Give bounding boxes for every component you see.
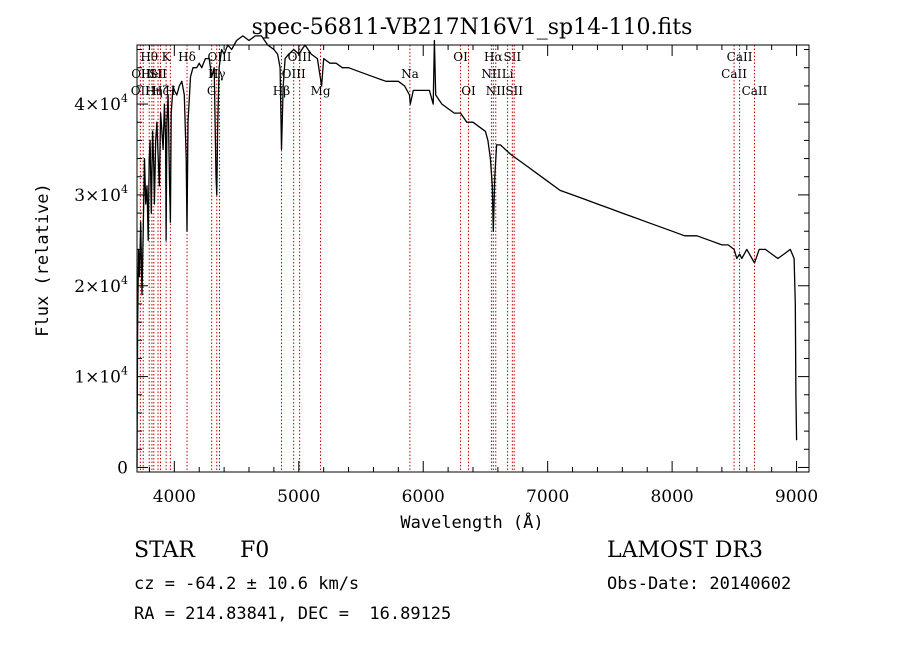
y-axis-label: Flux (relative) — [33, 183, 53, 337]
line-marker-label-9: Hδ — [178, 50, 196, 64]
line-marker-label-16: Mg — [311, 84, 331, 98]
x-tick-label-7000: 7000 — [526, 487, 569, 507]
ra-dec-coordinates: RA = 214.83841, DEC = 16.89125 — [134, 604, 452, 624]
line-marker-label-23: Li — [502, 67, 514, 81]
spectrum-line — [136, 35, 798, 468]
line-marker-label-5: SII — [149, 67, 167, 81]
line-marker-label-22: NII — [486, 84, 506, 98]
line-marker-label-24: SII — [503, 50, 521, 64]
line-marker-label-19: OI — [461, 84, 476, 98]
x-tick-label-5000: 5000 — [277, 487, 320, 507]
observation-date: Obs-Date: 20140602 — [607, 574, 792, 594]
x-axis-label: Wavelength (Å) — [400, 511, 543, 533]
x-tick-label-8000: 8000 — [650, 487, 693, 507]
line-marker-label-26: CaII — [721, 67, 747, 81]
x-tick-label-9000: 9000 — [775, 487, 818, 507]
y-tick-label-0: 0 — [117, 458, 128, 478]
spectrum-chart: spec-56811-VB217N16V1_sp14-110.fits OII O… — [33, 15, 818, 533]
object-subclass: F0 — [240, 538, 270, 563]
line-marker-label-15: OIII — [288, 50, 312, 64]
object-class: STAR — [134, 538, 195, 563]
line-marker-label-10: G — [207, 84, 217, 98]
line-marker-label-21: Hα — [484, 50, 503, 64]
spectrum-series — [136, 35, 798, 468]
y-tick-label-20000: 2×104 — [74, 274, 128, 297]
redshift-velocity: cz = -64.2 ± 10.6 km/s — [134, 574, 360, 594]
line-marker-label-7: K — [162, 50, 172, 64]
y-tick-label-40000: 4×104 — [74, 92, 128, 115]
spectral-line-markers: OIIOIIIHθHeIHηSIIHζKHHδGHγOIIIHβOIIIOIII… — [131, 45, 768, 472]
line-marker-label-14: OIII — [282, 67, 306, 81]
line-marker-label-25: SII — [505, 84, 523, 98]
line-marker-label-13: Hβ — [273, 84, 290, 98]
x-tick-label-6000: 6000 — [402, 487, 445, 507]
plot-frame — [136, 44, 810, 473]
line-marker-label-27: CaII — [727, 50, 753, 64]
line-marker-label-6: Hζ — [152, 84, 169, 98]
line-marker-label-18: OI — [453, 50, 468, 64]
line-marker-label-28: CaII — [742, 84, 768, 98]
y-tick-label-10000: 1×104 — [74, 365, 128, 388]
line-marker-label-0: OII — [131, 84, 151, 98]
survey-name: LAMOST DR3 — [607, 538, 763, 563]
y-tick-label-30000: 3×104 — [74, 183, 128, 206]
line-marker-label-11: Hγ — [208, 67, 226, 81]
line-marker-label-17: Na — [401, 67, 419, 81]
plot-axes: 4000 5000 6000 7000 8000 9000 0 1×104 2×104 3×104… — [74, 44, 818, 507]
line-marker-label-2: Hθ — [140, 50, 158, 64]
chart-title: spec-56811-VB217N16V1_sp14-110.fits — [252, 15, 693, 40]
line-marker-label-12: OIII — [207, 50, 231, 64]
line-marker-label-20: NII — [481, 67, 501, 81]
x-tick-label-4000: 4000 — [153, 487, 196, 507]
line-marker-label-8: H — [165, 84, 175, 98]
